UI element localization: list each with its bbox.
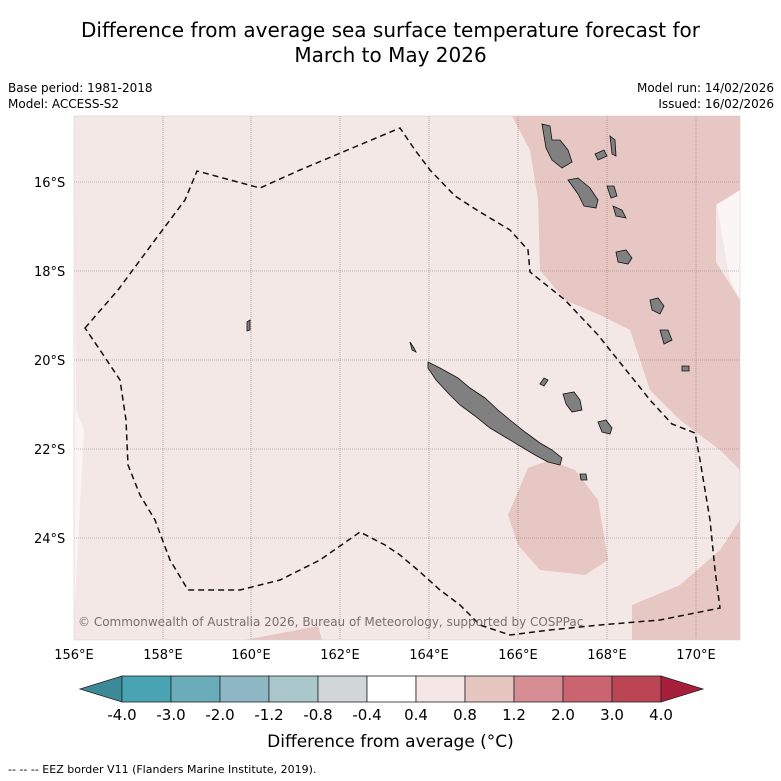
colorbar-tick-label: -3.0: [156, 706, 185, 724]
vanuatu-island: [594, 149, 608, 161]
lon-label: 168°E: [587, 648, 627, 663]
vanuatu-island: [649, 297, 665, 315]
near-zero-area-east: [716, 190, 740, 300]
lat-label: 16°S: [34, 176, 65, 191]
lon-label: 164°E: [409, 648, 449, 663]
islet: [579, 473, 588, 481]
colorbar-segment: [121, 675, 172, 703]
warm-anomaly-region-southwest: [245, 626, 322, 640]
colorbar-segment: [562, 675, 613, 703]
colorbar-segment: [317, 675, 368, 703]
colorbar-tick-label: 4.0: [649, 706, 673, 724]
map-credit: © Commonwealth of Australia 2026, Bureau…: [78, 615, 583, 629]
vanuatu-island: [681, 365, 690, 372]
latitude-labels: 16°S 18°S 20°S 22°S 24°S: [34, 176, 65, 547]
lat-label: 24°S: [34, 532, 65, 547]
colorbar-segment: [366, 675, 417, 703]
chart-title-line2: March to May 2026: [294, 43, 487, 67]
colorbar-segment: [611, 675, 662, 703]
lat-label: 18°S: [34, 265, 65, 280]
land-masses: [246, 123, 690, 481]
colorbar-tick-label: -0.4: [352, 706, 381, 724]
colorbar-arrow-high: [660, 675, 705, 703]
lon-label: 170°E: [676, 648, 716, 663]
model-name: Model: ACCESS-S2: [8, 97, 120, 111]
vanuatu-island: [615, 249, 633, 265]
lon-label: 160°E: [231, 648, 271, 663]
colorbar-segment: [219, 675, 270, 703]
near-zero-area-west: [74, 116, 84, 620]
chart-title: Difference from average sea surface temp…: [0, 18, 781, 68]
footer-note: -- -- -- EEZ border V11 (Flanders Marine…: [8, 763, 317, 776]
vanuatu-island: [541, 123, 573, 169]
lon-label: 158°E: [143, 648, 183, 663]
islet: [409, 341, 417, 353]
colorbar-segment: [415, 675, 466, 703]
colorbar-tick-label: 2.0: [551, 706, 575, 724]
eez-border: [84, 127, 721, 636]
lon-label: 162°E: [320, 648, 360, 663]
model-run: Model run: 14/02/2026: [636, 81, 774, 95]
issued-date: Issued: 16/02/2026: [658, 97, 774, 111]
colorbar-tick-label: 1.2: [502, 706, 526, 724]
colorbar-segment: [513, 675, 564, 703]
chesterfield-islet: [246, 319, 251, 332]
lat-label: 20°S: [34, 354, 65, 369]
meta-right: Model run: 14/02/2026 Issued: 16/02/2026: [637, 80, 774, 112]
vanuatu-island: [659, 329, 673, 345]
colorbar-tick-label: 3.0: [600, 706, 624, 724]
colorbar-segment: [464, 675, 515, 703]
lon-label: 156°E: [54, 648, 94, 663]
vanuatu-island: [609, 135, 617, 157]
colorbar-segment: [170, 675, 221, 703]
colorbar-segment: [268, 675, 319, 703]
colorbar-tick-label: 0.8: [453, 706, 477, 724]
colorbar-tick-label: -1.2: [254, 706, 283, 724]
colorbar-tick-label: -4.0: [107, 706, 136, 724]
colorbar-tick-label: 0.4: [404, 706, 428, 724]
longitude-labels: 156°E 158°E 160°E 162°E 164°E 166°E 168°…: [54, 648, 716, 663]
loyalty-island: [539, 377, 549, 387]
warm-anomaly-region-south: [508, 460, 608, 575]
map-frame: [73, 115, 741, 641]
loyalty-island: [597, 419, 613, 435]
colorbar: -4.0 -3.0 -2.0 -1.2 -0.8 -0.4 0.4 0.8 1.…: [78, 675, 705, 724]
lat-label: 22°S: [34, 443, 65, 458]
colorbar-title: Difference from average (°C): [267, 732, 514, 752]
base-period: Base period: 1981-2018: [8, 81, 153, 95]
lon-label: 166°E: [498, 648, 538, 663]
vanuatu-island: [606, 185, 618, 199]
warm-anomaly-region-northeast: [512, 116, 740, 470]
colorbar-arrow-low: [78, 675, 123, 703]
vanuatu-island: [612, 205, 627, 219]
map-gridlines: [74, 116, 740, 640]
colorbar-tick-label: -2.0: [205, 706, 234, 724]
colorbar-tick-label: -0.8: [303, 706, 332, 724]
map-panel: © Commonwealth of Australia 2026, Bureau…: [74, 116, 740, 640]
vanuatu-island: [567, 177, 599, 209]
chart-title-line1: Difference from average sea surface temp…: [80, 18, 700, 42]
new-caledonia-island: [427, 361, 563, 466]
meta-left: Base period: 1981-2018 Model: ACCESS-S2: [8, 80, 153, 112]
loyalty-island: [562, 391, 583, 413]
